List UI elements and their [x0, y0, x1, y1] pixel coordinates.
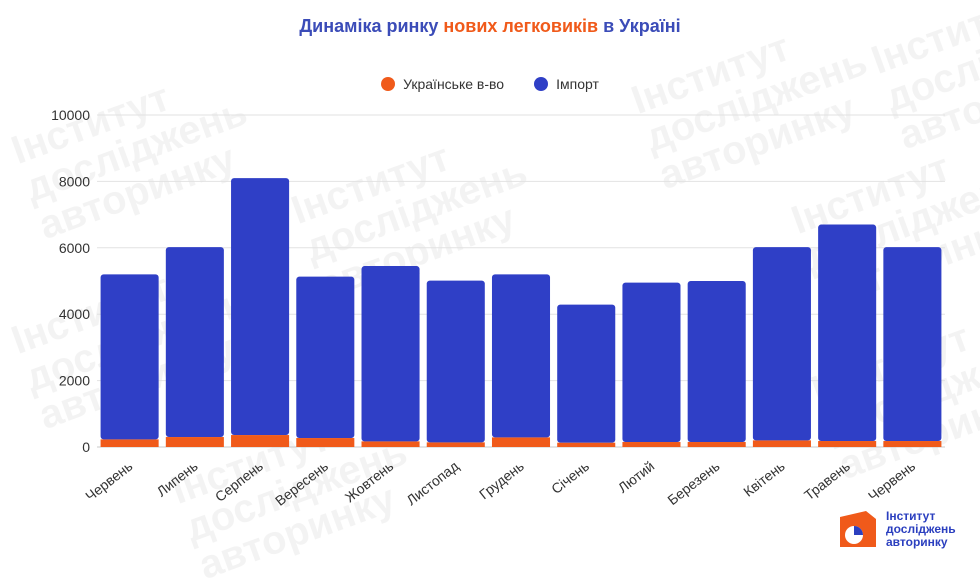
y-tick-label-2000: 2000 — [59, 373, 90, 389]
x-tick-label-5: Листопад — [403, 458, 461, 509]
bar-import-3 — [296, 276, 355, 439]
logo-text: Інститут досліджень авторинку — [886, 508, 956, 549]
x-tick-label-12: Червень — [865, 458, 918, 504]
bar-domestic-9 — [687, 442, 746, 447]
bar-import-12 — [883, 247, 942, 442]
x-tick-label-2: Серпень — [212, 458, 266, 505]
bar-domestic-3 — [296, 438, 355, 447]
logo-pie-icon — [840, 511, 876, 547]
bar-import-6 — [491, 274, 551, 438]
bar-import-7 — [557, 304, 616, 443]
x-tick-label-9: Березень — [664, 458, 722, 508]
bar-domestic-5 — [426, 442, 485, 447]
chart-title: Динаміка ринку нових легковиків в Україн… — [0, 16, 980, 37]
bar-domestic-12 — [883, 441, 942, 447]
x-tick-label-3: Вересень — [272, 458, 331, 509]
bar-domestic-10 — [752, 440, 811, 447]
x-tick-label-0: Червень — [82, 458, 135, 504]
bar-domestic-2 — [231, 435, 290, 447]
bar-domestic-8 — [622, 442, 681, 447]
logo: Інститут досліджень авторинку — [836, 505, 976, 553]
bar-import-8 — [622, 282, 681, 443]
x-tick-label-10: Квітень — [740, 458, 788, 500]
y-tick-label-4000: 4000 — [59, 306, 90, 322]
legend-label-domestic: Українське в-во — [403, 76, 505, 92]
legend-swatch-import — [534, 77, 549, 91]
x-tick-label-4: Жовтень — [342, 458, 397, 506]
bar-domestic-4 — [361, 441, 420, 447]
bar-import-11 — [818, 224, 877, 442]
bar-domestic-6 — [491, 437, 551, 447]
x-tick-label-6: Грудень — [476, 458, 527, 503]
bar-import-1 — [165, 247, 224, 438]
bar-domestic-11 — [818, 441, 877, 447]
bar-domestic-1 — [165, 437, 224, 447]
legend-swatch-domestic — [381, 77, 396, 91]
bar-import-0 — [100, 274, 159, 440]
title-part1: Динаміка ринку — [299, 16, 444, 36]
title-part2: в Україні — [598, 16, 681, 36]
bar-import-4 — [361, 266, 420, 442]
bar-domestic-7 — [557, 442, 616, 447]
title-accent: нових легковиків — [443, 16, 599, 36]
bar-import-9 — [687, 281, 746, 443]
y-tick-label-8000: 8000 — [59, 173, 90, 189]
legend: Українське в-во Імпорт — [0, 76, 980, 92]
legend-item-domestic[interactable]: Українське в-во — [381, 76, 504, 92]
bar-chart: 0 2000 4000 6000 8000 10000 Червень Липень Серпе… — [51, 107, 945, 509]
y-tick-label-0: 0 — [82, 439, 90, 455]
x-tick-label-1: Липень — [153, 458, 200, 500]
logo-line-1: Інститут — [886, 508, 936, 523]
legend-label-import: Імпорт — [556, 76, 599, 92]
legend-item-import[interactable]: Імпорт — [534, 76, 599, 92]
logo-line-3: авторинку — [886, 534, 948, 549]
x-tick-label-8: Лютий — [615, 458, 658, 496]
bar-import-5 — [426, 280, 485, 443]
logo-line-2: досліджень — [886, 521, 956, 536]
bar-import-10 — [752, 247, 811, 441]
x-tick-label-7: Січень — [548, 458, 592, 497]
y-tick-label-10000: 10000 — [51, 107, 90, 123]
y-tick-label-6000: 6000 — [59, 240, 90, 256]
x-tick-label-11: Травень — [801, 458, 853, 504]
bar-domestic-0 — [100, 439, 159, 447]
bar-import-2 — [231, 178, 290, 436]
